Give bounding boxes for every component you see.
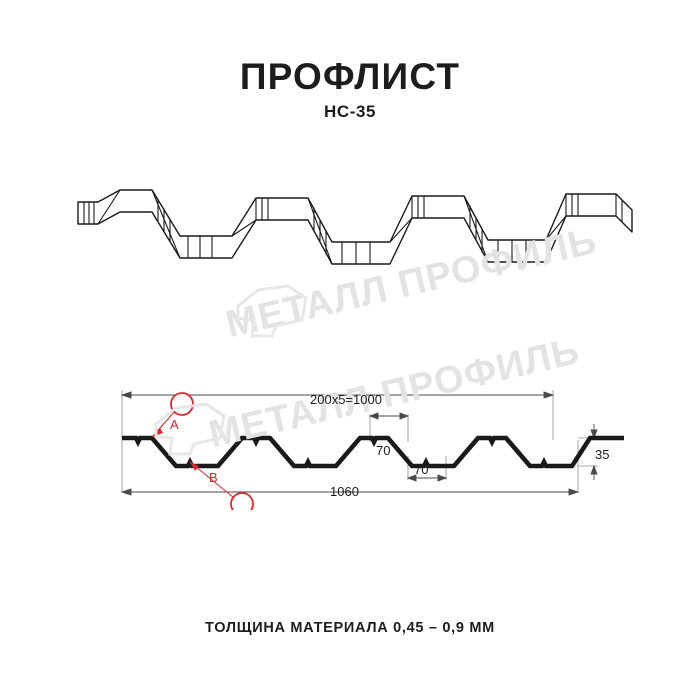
dimension-top-flat [368,412,410,420]
page-title: ПРОФЛИСТ [239,56,461,97]
sheet-outline [77,189,633,265]
dimension-bottom-flat [406,474,448,482]
dimension-pitch-total [120,391,555,399]
dimension-height [590,424,598,480]
callout-label-b: B [209,470,218,485]
dimension-label-top-flat: 70 [376,443,391,458]
callout-label-a: A [170,417,179,432]
fold-lines [83,189,623,265]
profile-section-outline [122,435,624,469]
dimension-label-height: 35 [595,447,610,462]
isometric-profile-view [77,189,633,265]
dimension-overall-width [120,488,580,496]
dimension-label-pitch-total: 200x5=1000 [310,392,382,407]
callout-b [189,461,254,510]
isometric-corrugation-body [77,189,633,265]
dimension-label-bottom-flat: 70 [414,462,429,477]
material-thickness-note: ТОЛЩИНА МАТЕРИАЛА 0,45 – 0,9 ММ [205,620,495,636]
product-model-label: НС-35 [323,102,377,121]
dimension-label-overall-width: 1060 [330,484,359,499]
